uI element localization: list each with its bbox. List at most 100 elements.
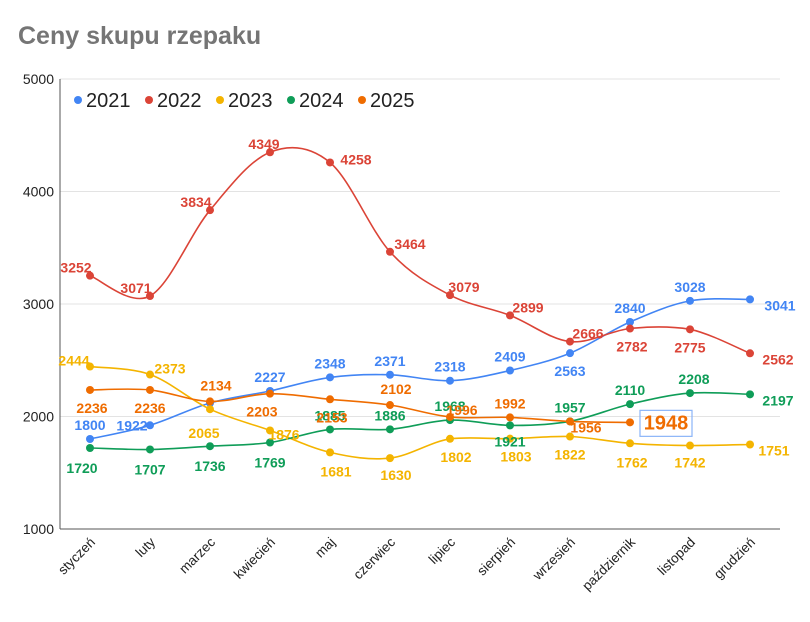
point-2022 [746, 349, 754, 358]
point-2021 [386, 370, 394, 379]
highlight-label: 1948 [644, 412, 689, 434]
data-label-2024: 1720 [66, 460, 97, 476]
legend-marker-2025 [358, 96, 366, 104]
data-label-2021: 2318 [434, 359, 465, 375]
x-tick-label: listopad [655, 535, 699, 579]
point-2024 [506, 421, 514, 430]
data-label-2023: 2065 [188, 425, 219, 441]
point-2025 [446, 412, 454, 421]
point-2023 [206, 405, 214, 414]
legend-marker-2024 [287, 96, 295, 104]
x-tick-label: wrzesień [529, 535, 578, 584]
data-label-2021: 1800 [74, 417, 105, 433]
data-label-2021: 1922 [116, 417, 147, 433]
legend: 2021 2022 2023 2024 2025 [74, 90, 415, 112]
data-label-2025: 1956 [570, 419, 601, 435]
point-2021 [86, 435, 94, 443]
point-2021 [146, 421, 154, 430]
data-label-2024: 1707 [134, 461, 165, 477]
data-label-2024: 1886 [374, 407, 405, 423]
point-2023 [386, 454, 394, 463]
data-label-2022: 3079 [448, 279, 479, 295]
data-label-2023: 1822 [554, 447, 585, 463]
axes: 1000 2000 3000 4000 5000 styczeń luty marzec kwi… [23, 71, 780, 593]
point-2023 [146, 370, 154, 379]
data-label-2023: 1630 [380, 467, 411, 483]
chart-title: Ceny skupu rzepaku [18, 22, 261, 50]
point-2022 [266, 148, 274, 157]
point-2023 [266, 426, 274, 435]
data-label-2022: 2666 [572, 326, 603, 342]
data-label-2024: 1921 [494, 433, 525, 449]
legend-label-2024: 2024 [299, 90, 344, 112]
data-label-2022: 2899 [512, 299, 543, 315]
point-2021 [326, 373, 334, 382]
data-label-2025: 1996 [446, 402, 477, 418]
data-label-2021: 3028 [674, 279, 705, 295]
point-2022 [566, 337, 574, 346]
data-label-2023: 1681 [320, 463, 351, 479]
point-2024 [266, 438, 274, 447]
x-tick-label: styczeń [55, 535, 98, 578]
point-2025 [626, 418, 634, 427]
data-label-2024: 2110 [615, 382, 646, 398]
point-2025 [146, 385, 154, 394]
point-2023 [326, 448, 334, 457]
point-2025 [566, 417, 574, 426]
data-label-2021: 2227 [254, 369, 285, 385]
data-label-2021: 2563 [554, 363, 585, 379]
point-2023 [86, 362, 94, 371]
series [86, 146, 754, 463]
data-label-2025: 2153 [316, 409, 347, 425]
data-label-2023: 1751 [758, 443, 789, 459]
point-2023 [626, 439, 634, 448]
point-2021 [566, 349, 574, 358]
data-label-2025: 2203 [246, 404, 277, 420]
point-2022 [206, 206, 214, 215]
point-2025 [326, 395, 334, 404]
series-line-2024 [89, 391, 751, 451]
point-2025 [266, 389, 274, 398]
point-2022 [506, 311, 514, 320]
data-label-2022: 3464 [394, 236, 425, 252]
data-label-2024: 1769 [254, 454, 285, 470]
data-labels: 1800 1922 2227 2348 2371 2318 2409 2563 2840 3028… [58, 136, 795, 483]
data-label-2023: 2373 [154, 361, 185, 377]
data-label-2023: 1742 [674, 455, 705, 471]
y-tick-label: 2000 [23, 409, 54, 425]
point-2021 [626, 318, 634, 326]
point-2023 [446, 434, 454, 443]
legend-marker-2023 [216, 96, 224, 104]
point-2025 [386, 401, 394, 410]
point-2024 [206, 442, 214, 451]
point-2024 [686, 389, 694, 398]
y-tick-label: 5000 [23, 71, 54, 87]
data-label-2022: 3834 [180, 194, 211, 210]
data-label-2022: 2562 [762, 351, 793, 367]
data-label-2021: 2348 [314, 355, 345, 371]
point-2024 [746, 390, 754, 399]
x-tick-label: czerwiec [350, 534, 398, 582]
data-label-2025: 2236 [134, 400, 165, 416]
data-label-2022: 4258 [340, 151, 371, 167]
point-2023 [746, 440, 754, 449]
x-tick-label: lipiec [426, 534, 459, 567]
legend-label-2023: 2023 [228, 90, 273, 112]
data-label-2022: 2782 [616, 339, 647, 355]
data-label-2023: 2444 [58, 353, 89, 369]
data-label-2021: 3041 [764, 297, 795, 313]
x-tick-label: maj [312, 535, 338, 561]
data-label-2025: 1992 [494, 395, 525, 411]
point-2024 [86, 444, 94, 452]
data-label-2024: 2197 [762, 392, 793, 408]
point-2025 [86, 385, 94, 394]
data-label-2024: 1968 [434, 398, 465, 414]
legend-label-2025: 2025 [370, 90, 415, 112]
legend-marker-2022 [145, 96, 153, 104]
point-2024 [626, 400, 634, 409]
data-label-2023: 1803 [500, 449, 531, 465]
point-2021 [746, 295, 754, 304]
data-label-2022: 3071 [120, 280, 151, 296]
legend-label-2021: 2021 [86, 90, 131, 112]
